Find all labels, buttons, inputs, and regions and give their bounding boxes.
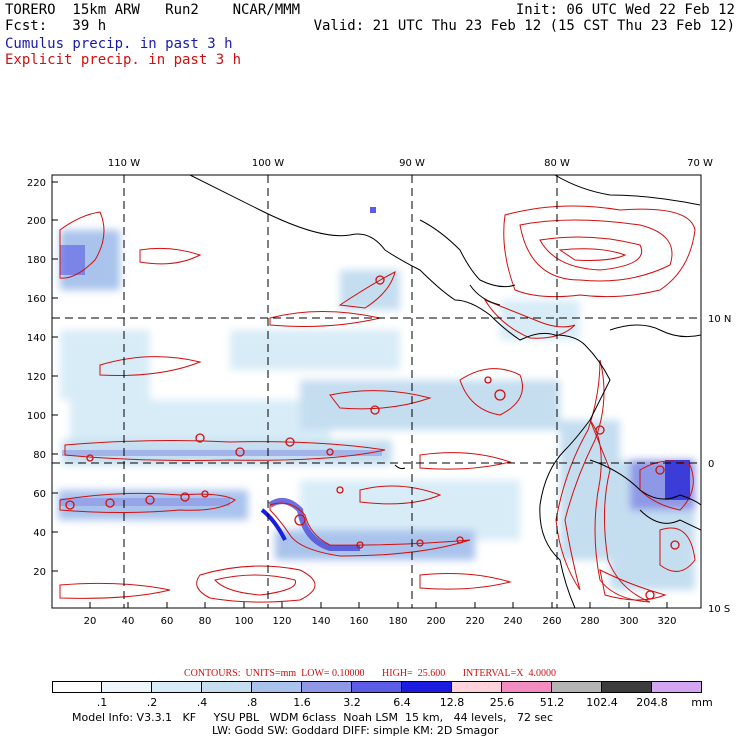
colorbar-level-label: .8 bbox=[246, 696, 258, 709]
colorbar-swatch bbox=[352, 681, 402, 693]
colorbar-level-label: 1.6 bbox=[293, 696, 311, 709]
init-time: Init: 06 UTC Wed 22 Feb 12 bbox=[515, 2, 735, 18]
x-tick-label: 80 bbox=[199, 616, 212, 627]
model-info: Model Info: V3.3.1 KF YSU PBL WDM 6class… bbox=[72, 711, 553, 724]
lat-label-10s: 10 S bbox=[708, 604, 730, 615]
colorbar-level-label: 204.8 bbox=[636, 696, 668, 709]
colorbar-level-label: 102.4 bbox=[586, 696, 618, 709]
colorbar-swatch bbox=[502, 681, 552, 693]
lat-label-0: 0 bbox=[708, 459, 714, 470]
convective-cells bbox=[65, 275, 680, 600]
colorbar-swatch bbox=[202, 681, 252, 693]
x-tick-label: 300 bbox=[619, 616, 638, 627]
colorbar-level-label: 51.2 bbox=[539, 696, 565, 709]
colorbar-swatch bbox=[452, 681, 502, 693]
colorbar-swatch bbox=[302, 681, 352, 693]
y-tick-label: 200 bbox=[27, 216, 46, 227]
axis-ticks bbox=[52, 181, 668, 608]
colorbar-frame bbox=[52, 681, 702, 693]
precip-cores bbox=[60, 207, 690, 551]
y-tick-label: 100 bbox=[27, 411, 46, 422]
colorbar-unit: mm bbox=[691, 696, 713, 709]
physics-info: LW: Godd SW: Goddard DIFF: simple KM: 2D… bbox=[212, 724, 499, 737]
y-tick-label: 180 bbox=[27, 255, 46, 266]
colorbar-level-label: .4 bbox=[196, 696, 208, 709]
valid-time: Valid: 21 UTC Thu 23 Feb 12 (15 CST Thu … bbox=[313, 18, 735, 34]
lon-label-100w: 100 W bbox=[252, 158, 284, 169]
x-tick-label: 160 bbox=[349, 616, 368, 627]
lon-label-70w: 70 W bbox=[687, 158, 713, 169]
lon-label-80w: 80 W bbox=[544, 158, 570, 169]
lon-label-90w: 90 W bbox=[399, 158, 425, 169]
y-tick-label: 220 bbox=[27, 178, 46, 189]
y-tick-label: 80 bbox=[33, 450, 46, 461]
colorbar-swatch bbox=[102, 681, 152, 693]
x-tick-label: 320 bbox=[657, 616, 676, 627]
cumulus-precip-label: Cumulus precip. in past 3 h bbox=[5, 36, 233, 52]
y-tick-label: 120 bbox=[27, 372, 46, 383]
x-tick-label: 140 bbox=[311, 616, 330, 627]
y-tick-label: 40 bbox=[33, 528, 46, 539]
colorbar-level-label: 3.2 bbox=[343, 696, 361, 709]
x-tick-label: 180 bbox=[388, 616, 407, 627]
explicit-precip-contours bbox=[59, 205, 696, 603]
y-tick-label: 160 bbox=[27, 294, 46, 305]
lat-lon-grid bbox=[52, 175, 701, 608]
colorbar-swatch bbox=[552, 681, 602, 693]
y-tick-label: 20 bbox=[33, 567, 46, 578]
x-tick-label: 60 bbox=[161, 616, 174, 627]
x-tick-label: 20 bbox=[84, 616, 97, 627]
lat-label-10n: 10 N bbox=[708, 314, 731, 325]
colorbar-swatch bbox=[52, 681, 102, 693]
colorbar-level-label: 12.8 bbox=[439, 696, 465, 709]
colorbar-level-label: .2 bbox=[146, 696, 158, 709]
colorbar-level-label: .1 bbox=[96, 696, 108, 709]
lon-label-110w: 110 W bbox=[108, 158, 140, 169]
x-tick-label: 280 bbox=[580, 616, 599, 627]
colorbar-swatch bbox=[602, 681, 652, 693]
coastlines bbox=[189, 175, 701, 608]
colorbar-level-label: 6.4 bbox=[393, 696, 411, 709]
x-tick-label: 100 bbox=[234, 616, 253, 627]
x-tick-label: 200 bbox=[426, 616, 445, 627]
x-tick-label: 260 bbox=[542, 616, 561, 627]
y-tick-label: 60 bbox=[33, 489, 46, 500]
colorbar-level-label: 25.6 bbox=[489, 696, 515, 709]
contour-info: CONTOURS: UNITS=mm LOW= 0.10000 HIGH= 25… bbox=[184, 668, 556, 679]
colorbar-swatch bbox=[152, 681, 202, 693]
x-tick-label: 240 bbox=[503, 616, 522, 627]
x-tick-label: 220 bbox=[465, 616, 484, 627]
model-title: TORERO 15km ARW Run2 NCAR/MMM bbox=[5, 2, 301, 18]
x-tick-label: 40 bbox=[122, 616, 135, 627]
explicit-precip-label: Explicit precip. in past 3 h bbox=[5, 52, 242, 68]
y-tick-label: 140 bbox=[27, 333, 46, 344]
colorbar-swatch bbox=[402, 681, 452, 693]
colorbar-swatch bbox=[252, 681, 302, 693]
forecast-hour: Fcst: 39 h bbox=[5, 18, 107, 34]
x-tick-label: 120 bbox=[272, 616, 291, 627]
